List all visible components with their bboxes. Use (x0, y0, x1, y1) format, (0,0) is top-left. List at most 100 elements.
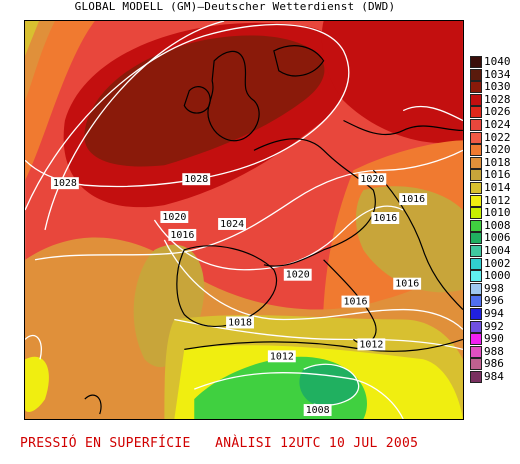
legend-label: 988 (484, 344, 504, 358)
legend-item: 1040 (468, 55, 520, 68)
isobar-label-text: 1012 (270, 351, 294, 362)
legend-label: 1016 (484, 168, 511, 182)
legend-label: 990 (484, 332, 504, 346)
legend-item: 1034 (468, 67, 520, 81)
map-title: GLOBAL MODELL (GM)—Deutscher Wetterdiens… (74, 0, 396, 13)
legend-swatch (470, 81, 482, 94)
legend-swatch (470, 93, 482, 106)
legend-item: 994 (468, 307, 520, 320)
isobar-label-text: 1016 (373, 213, 397, 224)
legend-swatch (470, 106, 482, 119)
legend-label: 994 (484, 307, 504, 320)
legend-item: 988 (468, 344, 520, 358)
isobar-label-text: 1020 (162, 212, 186, 223)
isobar-label: 1016 (393, 277, 422, 290)
legend-label: 986 (484, 357, 504, 371)
legend-swatch (470, 270, 482, 283)
isobar-label-text: 1008 (306, 405, 330, 416)
legend-swatch (470, 182, 482, 194)
isobar-label: 1012 (267, 350, 296, 362)
legend-swatch (470, 119, 482, 131)
legend-item: 984 (468, 370, 520, 383)
legend-label: 996 (484, 294, 504, 308)
pressure-legend: 1040 1034 1030 1028 1026 1024 1022 1020 1018 1016… (468, 55, 520, 386)
legend-item: 1030 (468, 80, 520, 94)
isobar-label: 1020 (160, 211, 189, 223)
legend-item: 1004 (468, 244, 520, 257)
legend-swatch (470, 257, 482, 270)
legend-item: 1014 (468, 181, 520, 194)
legend-swatch (470, 194, 482, 207)
legend-swatch (470, 56, 482, 68)
legend-item: 992 (468, 319, 520, 333)
legend-label: 1012 (484, 193, 511, 207)
legend-label: 1020 (484, 143, 511, 157)
legend-label: 1004 (484, 244, 511, 257)
legend-item: 990 (468, 332, 520, 346)
legend-label: 1034 (484, 67, 511, 81)
legend-swatch (470, 295, 482, 308)
legend-label: 1040 (484, 55, 511, 68)
isobar-label: 1016 (371, 212, 400, 224)
legend-label: 1002 (484, 256, 511, 270)
isobar-label-text: 1020 (360, 174, 384, 185)
legend-swatch (470, 345, 482, 358)
legend-item: 1020 (468, 143, 520, 157)
isobar-label-text: 1016 (344, 297, 368, 308)
legend-label: 984 (484, 370, 504, 383)
legend-item: 1028 (468, 92, 520, 106)
isobar-labels: 1028 1028 1024 1020 1016 1020 1016 1016 … (50, 173, 428, 416)
legend-item: 996 (468, 294, 520, 308)
legend-swatch (470, 308, 482, 320)
isobar-label: 1008 (303, 404, 332, 416)
isobar-label: 1028 (50, 177, 79, 189)
legend-item: 986 (468, 357, 520, 371)
isobar-label-text: 1020 (286, 270, 310, 281)
isobar-label: 1020 (358, 173, 387, 185)
isobar-label: 1016 (168, 228, 197, 241)
legend-label: 1026 (484, 105, 511, 119)
legend-item: 1012 (468, 193, 520, 207)
legend-swatch (470, 282, 482, 295)
legend-item: 1016 (468, 168, 520, 182)
isobar-label: 1016 (341, 295, 370, 308)
legend-label: 1024 (484, 118, 511, 131)
isobar-label: 1020 (283, 268, 312, 281)
legend-item: 1026 (468, 105, 520, 119)
legend-swatch (470, 169, 482, 182)
isobar-label: 1024 (218, 218, 246, 230)
isobar-label: 1012 (357, 338, 386, 350)
legend-item: 1002 (468, 256, 520, 270)
legend-label: 1030 (484, 80, 511, 94)
legend-swatch (470, 371, 482, 383)
legend-swatch (470, 232, 482, 245)
isobar-label-text: 1028 (53, 178, 77, 189)
legend-label: 998 (484, 281, 504, 295)
legend-label: 992 (484, 319, 504, 333)
isobar-label-text: 1016 (401, 194, 425, 205)
caption-variable: PRESSIÓ EN SUPERFÍCIE (20, 436, 191, 451)
isobar-label: 1028 (182, 173, 211, 185)
legend-swatch (470, 219, 482, 232)
legend-item: 1010 (468, 206, 520, 220)
legend-item: 1022 (468, 130, 520, 144)
legend-swatch (470, 245, 482, 257)
legend-label: 1006 (484, 231, 511, 245)
legend-label: 1022 (484, 130, 511, 144)
map-caption: PRESSIÓ EN SUPERFÍCIE ANÀLISI 12UTC 10 J… (20, 436, 418, 451)
legend-item: 998 (468, 281, 520, 295)
isobar-label: 1016 (399, 193, 428, 205)
isobar-label-text: 1028 (184, 174, 208, 185)
legend-label: 1010 (484, 206, 511, 220)
legend-label: 1018 (484, 155, 511, 169)
isobar-label-text: 1012 (359, 339, 383, 350)
legend-label: 1014 (484, 181, 511, 194)
legend-swatch (470, 320, 482, 333)
legend-item: 1008 (468, 219, 520, 232)
legend-swatch (470, 207, 482, 220)
isobar-label-text: 1016 (395, 279, 419, 290)
isobar-label-text: 1016 (170, 230, 194, 241)
legend-swatch (470, 131, 482, 144)
legend-label: 1028 (484, 92, 511, 106)
